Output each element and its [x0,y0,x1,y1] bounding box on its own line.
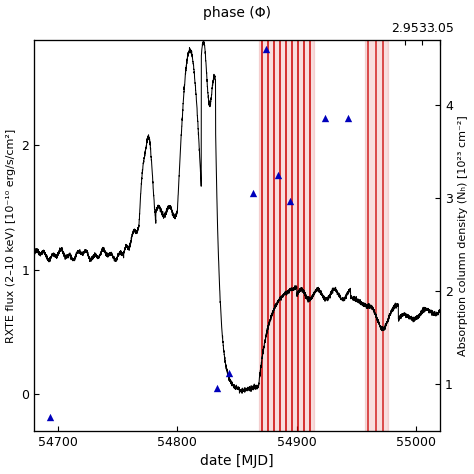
Point [225,369,232,376]
X-axis label: date [MJD]: date [MJD] [200,455,274,468]
Point [262,45,270,53]
Y-axis label: Absorption column density (Nₕ) [10²³ cm⁻²]: Absorption column density (Nₕ) [10²³ cm⁻… [458,115,468,356]
Point [322,114,329,122]
Bar [258,40,313,431]
Y-axis label: RXTE flux (2–10 keV) [10⁻¹⁰ erg/s/cm²]: RXTE flux (2–10 keV) [10⁻¹⁰ erg/s/cm²] [6,128,16,343]
Point [249,189,256,196]
Point [46,414,53,421]
Bar [365,40,388,431]
Point [345,114,352,122]
Point [274,172,282,179]
X-axis label: phase (Φ): phase (Φ) [203,6,271,19]
Point [286,198,293,205]
Point [213,384,220,392]
